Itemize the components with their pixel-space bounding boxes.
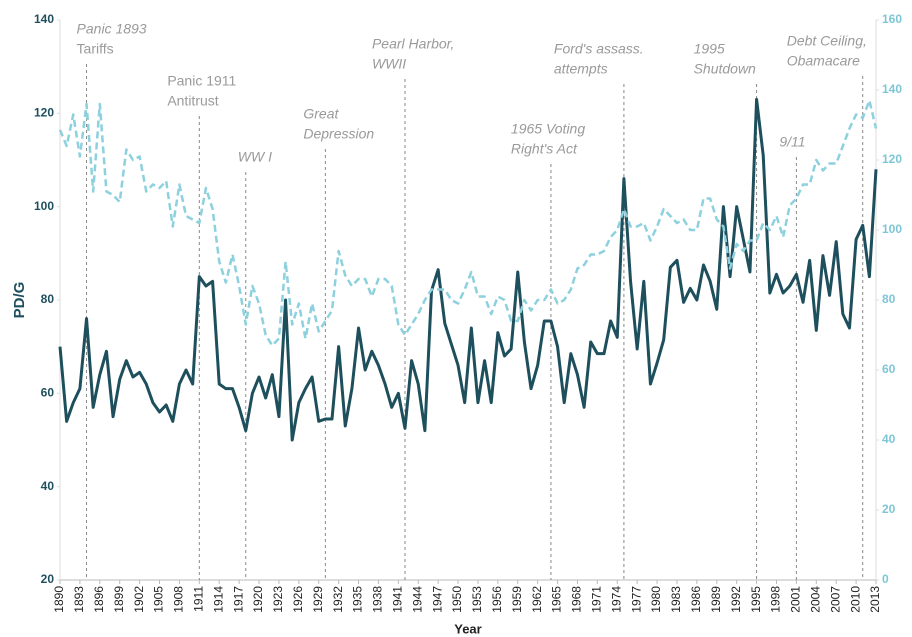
y-tick-label: 40 (41, 479, 55, 493)
x-tick-label: 1938 (371, 586, 385, 613)
annotation-text: Obamacare (787, 53, 860, 69)
annotation-text: 1965 Voting (511, 121, 585, 137)
y2-tick-label: 60 (882, 362, 896, 376)
x-tick-label: 1899 (112, 586, 126, 613)
x-tick-label: 1998 (769, 586, 783, 613)
y-tick-label: 60 (41, 386, 55, 400)
x-tick-label: 1902 (132, 586, 146, 613)
annotation-text: Right's Act (511, 141, 578, 157)
x-tick-label: 1908 (172, 586, 186, 613)
y-tick-label: 100 (34, 199, 54, 213)
x-tick-label: 1890 (52, 586, 66, 613)
annotation-text: Panic 1893 (77, 21, 147, 37)
x-tick-label: 1989 (709, 586, 723, 613)
x-tick-label: 1911 (191, 586, 205, 612)
x-tick-label: 1944 (410, 586, 424, 613)
y2-tick-label: 100 (882, 222, 902, 236)
x-tick-label: 1968 (570, 586, 584, 613)
x-tick-label: 1992 (729, 586, 743, 613)
x-tick-label: 2007 (828, 586, 842, 613)
x-tick-label: 1995 (749, 586, 763, 613)
y2-tick-label: 40 (882, 432, 896, 446)
x-tick-label: 1986 (689, 586, 703, 613)
x-tick-label: 1950 (450, 586, 464, 613)
y2-tick-label: 120 (882, 152, 902, 166)
y-tick-label: 120 (34, 106, 54, 120)
x-tick-label: 1980 (649, 586, 663, 613)
x-tick-label: 1977 (629, 586, 643, 613)
annotation-text: Shutdown (694, 61, 756, 77)
annotation-text: Depression (303, 126, 374, 142)
x-tick-label: 1896 (92, 586, 106, 613)
y-tick-label: 140 (34, 12, 54, 26)
x-tick-label: 1974 (609, 586, 623, 613)
y-axis-title: PD/G (11, 282, 28, 319)
annotation-text: WWII (372, 56, 406, 72)
annotation-text: Great (303, 106, 339, 122)
x-tick-label: 1956 (490, 586, 504, 613)
annotation-text: 1995 (694, 41, 725, 57)
dashed-line (58, 99, 878, 347)
annotation-text: Pearl Harbor, (372, 36, 454, 52)
solid-line (58, 97, 878, 442)
x-tick-label: 1917 (231, 586, 245, 613)
annotation-text: Panic 1911 (167, 73, 236, 89)
x-tick-label: 1983 (669, 586, 683, 613)
x-tick-label: 1965 (550, 586, 564, 613)
y2-tick-label: 80 (882, 292, 896, 306)
x-tick-label: 1953 (470, 586, 484, 613)
annotation-text: WW I (238, 149, 272, 165)
x-tick-label: 1905 (152, 586, 166, 613)
x-tick-label: 1959 (510, 586, 524, 613)
x-tick-label: 1962 (530, 586, 544, 613)
annotation-text: Ford's assass. (554, 41, 644, 57)
y2-tick-label: 160 (882, 12, 902, 26)
annotation-text: attempts (554, 61, 608, 77)
x-tick-label: 2001 (789, 586, 803, 613)
x-tick-label: 1971 (590, 586, 604, 613)
x-axis-title: Year (454, 621, 481, 636)
annotation-text: Tariffs (77, 41, 114, 57)
y-tick-label: 80 (41, 292, 55, 306)
annotation-text: Debt Ceiling, (787, 33, 867, 49)
x-tick-label: 1932 (331, 586, 345, 613)
x-tick-label: 2013 (868, 586, 882, 613)
x-tick-label: 2004 (808, 586, 822, 613)
x-tick-label: 2010 (848, 586, 862, 613)
x-tick-label: 1929 (311, 586, 325, 613)
x-tick-label: 1893 (72, 586, 86, 613)
y2-tick-label: 20 (882, 502, 896, 516)
y2-tick-label: 0 (882, 572, 889, 586)
y2-tick-label: 140 (882, 82, 902, 96)
y-tick-label: 20 (41, 572, 55, 586)
x-tick-label: 1914 (211, 586, 225, 613)
x-tick-label: 1926 (291, 586, 305, 613)
x-tick-label: 1947 (430, 586, 444, 613)
annotation-text: Antitrust (167, 93, 218, 109)
x-tick-label: 1923 (271, 586, 285, 613)
x-tick-label: 1935 (351, 586, 365, 613)
annotation-text: 9/11 (779, 134, 805, 150)
x-tick-label: 1920 (251, 586, 265, 613)
x-tick-label: 1941 (391, 586, 405, 613)
